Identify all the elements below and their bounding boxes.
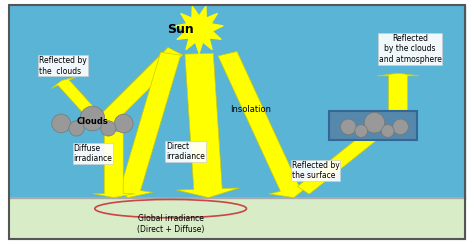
Text: Direct
irradiance: Direct irradiance [166,142,205,161]
Text: Insolation: Insolation [230,105,271,114]
Text: Reflected
by the clouds
and atmosphere: Reflected by the clouds and atmosphere [379,34,441,64]
Text: Diffuse
irradiance: Diffuse irradiance [73,144,112,163]
Polygon shape [93,132,135,198]
Polygon shape [377,73,419,117]
Polygon shape [92,47,183,126]
Text: Clouds: Clouds [77,118,108,126]
Text: Global irradiance
(Direct + Diffuse): Global irradiance (Direct + Diffuse) [137,214,204,234]
Ellipse shape [101,121,116,136]
Bar [9,5,465,200]
Polygon shape [51,77,100,120]
Polygon shape [175,6,223,54]
Ellipse shape [341,119,356,135]
Polygon shape [218,51,311,198]
Text: Reflected by
the  clouds: Reflected by the clouds [39,56,87,76]
Ellipse shape [114,114,133,133]
Ellipse shape [80,106,105,131]
Ellipse shape [355,125,367,137]
Ellipse shape [364,112,385,133]
Ellipse shape [69,121,84,136]
Text: Reflected by
the surface: Reflected by the surface [292,161,339,181]
Polygon shape [109,52,181,198]
Ellipse shape [393,119,408,135]
Ellipse shape [52,114,71,133]
Text: Sun: Sun [167,23,193,36]
Polygon shape [177,53,239,198]
Ellipse shape [382,125,394,137]
Polygon shape [297,118,397,194]
FancyBboxPatch shape [329,111,417,140]
Bar [9,198,465,239]
